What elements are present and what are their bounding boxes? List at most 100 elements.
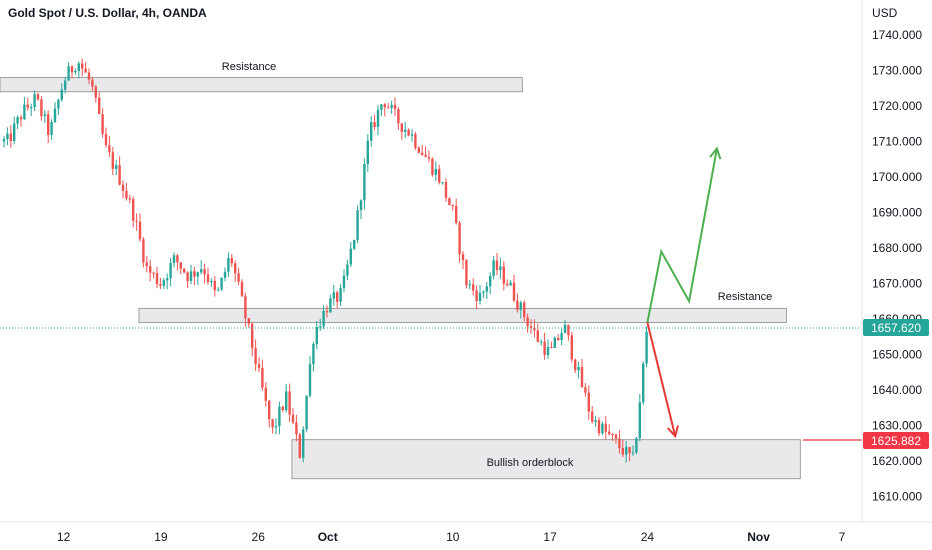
candle-body-37 bbox=[128, 198, 131, 200]
candle-body-118 bbox=[404, 129, 407, 132]
candle-body-157 bbox=[536, 330, 539, 342]
candle-body-7 bbox=[26, 104, 29, 108]
candle-body-27 bbox=[94, 86, 97, 98]
x-axis[interactable]: 12 19 26 Oct 10 17 24 Nov 7 bbox=[57, 530, 846, 544]
candle-body-10 bbox=[36, 94, 40, 100]
candle-body-135 bbox=[461, 254, 465, 261]
candle-body-45 bbox=[155, 273, 159, 285]
candle-body-164 bbox=[560, 333, 563, 340]
candle-body-12 bbox=[43, 114, 46, 117]
candle-body-180 bbox=[614, 434, 618, 439]
candle-body-117 bbox=[400, 123, 403, 132]
candle-body-81 bbox=[278, 406, 281, 427]
candle-body-125 bbox=[427, 156, 431, 159]
candle-body-35 bbox=[121, 184, 125, 191]
candle-body-156 bbox=[533, 327, 536, 331]
candle-body-28 bbox=[98, 97, 101, 115]
candle-body-188 bbox=[642, 363, 645, 403]
y-tick-11: 1630.000 bbox=[872, 419, 922, 433]
candle-body-17 bbox=[60, 89, 63, 100]
candle-body-90 bbox=[308, 364, 312, 396]
y-tick-12: 1620.000 bbox=[872, 454, 922, 468]
candle-body-67 bbox=[230, 258, 233, 264]
candle-body-130 bbox=[444, 182, 448, 199]
candle-body-8 bbox=[30, 107, 33, 109]
candle-body-186 bbox=[635, 438, 638, 453]
candle-body-101 bbox=[346, 264, 349, 276]
candle-body-154 bbox=[526, 317, 529, 327]
candle-body-150 bbox=[512, 282, 516, 301]
candle-body-58 bbox=[200, 269, 203, 273]
candle-body-21 bbox=[74, 70, 77, 73]
candle-body-132 bbox=[451, 204, 454, 207]
candle-body-116 bbox=[397, 109, 400, 124]
y-tick-3: 1710.000 bbox=[872, 135, 922, 149]
candle-body-115 bbox=[393, 104, 397, 110]
candle-body-143 bbox=[489, 275, 492, 287]
candle-body-50 bbox=[172, 255, 176, 263]
candle-body-99 bbox=[339, 288, 342, 302]
candle-body-134 bbox=[458, 222, 461, 255]
candle-body-142 bbox=[485, 286, 488, 292]
candle-body-128 bbox=[438, 169, 441, 183]
candle-body-161 bbox=[550, 347, 553, 349]
candle-body-183 bbox=[625, 447, 628, 455]
candle-body-26 bbox=[91, 79, 94, 87]
candle-body-126 bbox=[431, 158, 434, 175]
candle-body-87 bbox=[298, 434, 301, 458]
x-tick-3: Oct bbox=[318, 530, 338, 544]
candle-body-175 bbox=[597, 420, 601, 434]
candle-body-141 bbox=[482, 291, 485, 293]
candle-body-77 bbox=[264, 387, 267, 401]
candle-body-23 bbox=[81, 63, 84, 69]
candle-body-120 bbox=[410, 134, 414, 136]
bearish-projection-line bbox=[646, 322, 677, 437]
x-tick-5: 17 bbox=[543, 530, 557, 544]
candle-body-9 bbox=[33, 94, 36, 108]
bullish-projection-line bbox=[646, 148, 718, 323]
candle-body-102 bbox=[349, 248, 352, 265]
candle-body-155 bbox=[529, 326, 533, 328]
candle-body-80 bbox=[274, 426, 278, 428]
candle-body-179 bbox=[611, 434, 614, 436]
candle-body-182 bbox=[621, 447, 624, 455]
x-tick-1: 19 bbox=[154, 530, 168, 544]
candle-body-187 bbox=[638, 402, 641, 439]
candle-body-56 bbox=[193, 271, 196, 277]
candles-layer bbox=[2, 58, 648, 463]
currency-label: USD bbox=[872, 6, 898, 20]
candle-body-144 bbox=[492, 260, 495, 276]
y-tick-10: 1640.000 bbox=[872, 383, 922, 397]
candle-body-0 bbox=[2, 139, 6, 142]
candle-body-32 bbox=[111, 152, 114, 169]
candle-body-158 bbox=[540, 341, 543, 343]
candle-body-171 bbox=[584, 387, 587, 393]
candle-body-76 bbox=[261, 367, 264, 388]
candle-body-16 bbox=[57, 99, 60, 109]
candle-body-166 bbox=[567, 324, 570, 336]
x-tick-0: 12 bbox=[57, 530, 71, 544]
y-tick-13: 1610.000 bbox=[872, 490, 922, 504]
candle-body-147 bbox=[502, 266, 505, 284]
candle-body-108 bbox=[370, 122, 373, 141]
candle-body-51 bbox=[176, 255, 179, 263]
candle-body-33 bbox=[115, 165, 118, 169]
candle-body-123 bbox=[421, 152, 424, 155]
candle-body-79 bbox=[271, 419, 274, 428]
y-tick-1: 1730.000 bbox=[872, 64, 922, 78]
candle-body-162 bbox=[553, 337, 556, 348]
candle-body-14 bbox=[50, 122, 53, 135]
last-price-badge: 1657.620 bbox=[863, 319, 929, 336]
candle-body-122 bbox=[417, 147, 420, 153]
candle-body-170 bbox=[580, 366, 584, 388]
zone-0 bbox=[0, 77, 523, 93]
candle-body-57 bbox=[196, 272, 199, 277]
candle-body-94 bbox=[322, 310, 325, 327]
candle-body-82 bbox=[281, 406, 284, 411]
candle-body-68 bbox=[234, 263, 237, 274]
candle-body-62 bbox=[213, 280, 216, 291]
candle-body-185 bbox=[631, 452, 635, 454]
candle-body-49 bbox=[169, 262, 172, 279]
candle-body-70 bbox=[240, 281, 244, 297]
